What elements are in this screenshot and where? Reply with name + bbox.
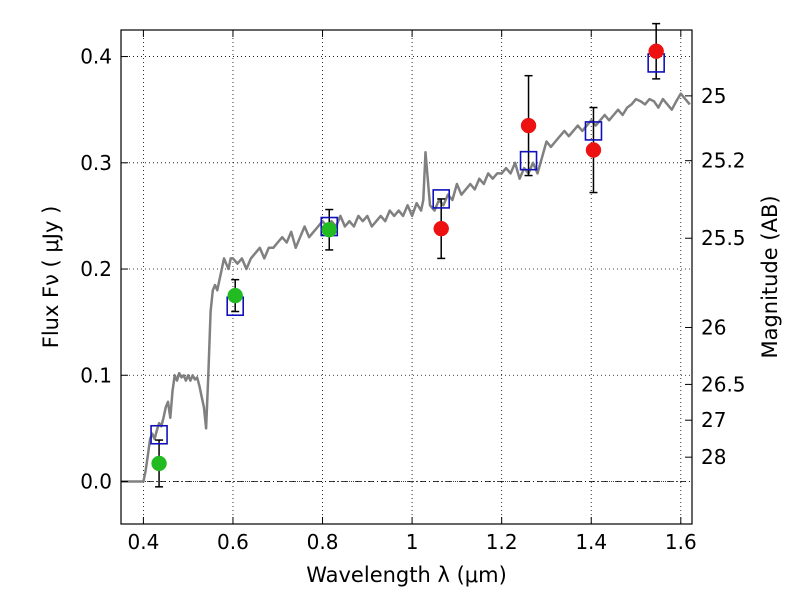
x-tick-label: 0.8 [307, 530, 339, 554]
x-tick-label: 1 [406, 530, 419, 554]
magnitude-axis-label: Magnitude (AB) [758, 195, 782, 358]
red-data-point [585, 142, 602, 158]
model-spectrum-curve [121, 92, 691, 483]
x-tick-label: 0.4 [127, 530, 159, 554]
x-tick-label: 1.6 [665, 530, 697, 554]
magnitude-tick-label: 25.2 [701, 149, 746, 173]
y-axis-ticks: 0.0 0.1 0.2 0.3 0.4 [80, 45, 128, 494]
y-tick-label: 0.0 [80, 470, 112, 494]
x-tick-label: 1.4 [575, 530, 607, 554]
error-bars [155, 22, 661, 488]
red-data-point [520, 117, 537, 134]
green-data-point [151, 455, 167, 472]
magnitude-tick-label: 26.5 [701, 372, 746, 396]
model-photometry-squares [150, 53, 665, 445]
model-photometry-square [519, 150, 538, 171]
data-points [151, 43, 664, 472]
model-photometry-square [432, 189, 451, 209]
y-tick-label: 0.2 [80, 257, 112, 281]
plot-frame [120, 29, 693, 525]
magnitude-tick-label: 25.5 [701, 226, 746, 250]
model-spectrum-line [121, 92, 691, 483]
x-tick-label: 0.6 [217, 530, 249, 554]
magnitude-tick-label: 25 [701, 84, 726, 108]
magnitude-tick-label: 27 [701, 408, 726, 432]
green-data-point [227, 287, 243, 304]
model-photometry-square [150, 424, 168, 445]
magnitude-tick-label: 28 [701, 445, 726, 469]
x-axis-ticks: 0.4 0.6 0.8 1 1.2 1.4 1.6 [127, 30, 697, 554]
magnitude-tick-label: 26 [701, 315, 726, 339]
model-photometry-square [584, 121, 603, 141]
green-data-point [321, 221, 337, 238]
y-tick-label: 0.1 [80, 363, 112, 387]
magnitude-axis-ticks: 25 25.2 25.5 26 26.5 27 28 [685, 84, 746, 469]
y-axis-label: Flux Fν ( μJy ) [39, 206, 63, 349]
x-tick-label: 1.2 [486, 530, 518, 554]
grid-lines [121, 30, 692, 524]
red-data-point [433, 220, 449, 237]
y-tick-label: 0.3 [80, 151, 112, 175]
x-axis-label: Wavelength λ (μm) [306, 563, 507, 587]
y-tick-label: 0.4 [80, 45, 112, 69]
red-data-point [648, 43, 664, 59]
